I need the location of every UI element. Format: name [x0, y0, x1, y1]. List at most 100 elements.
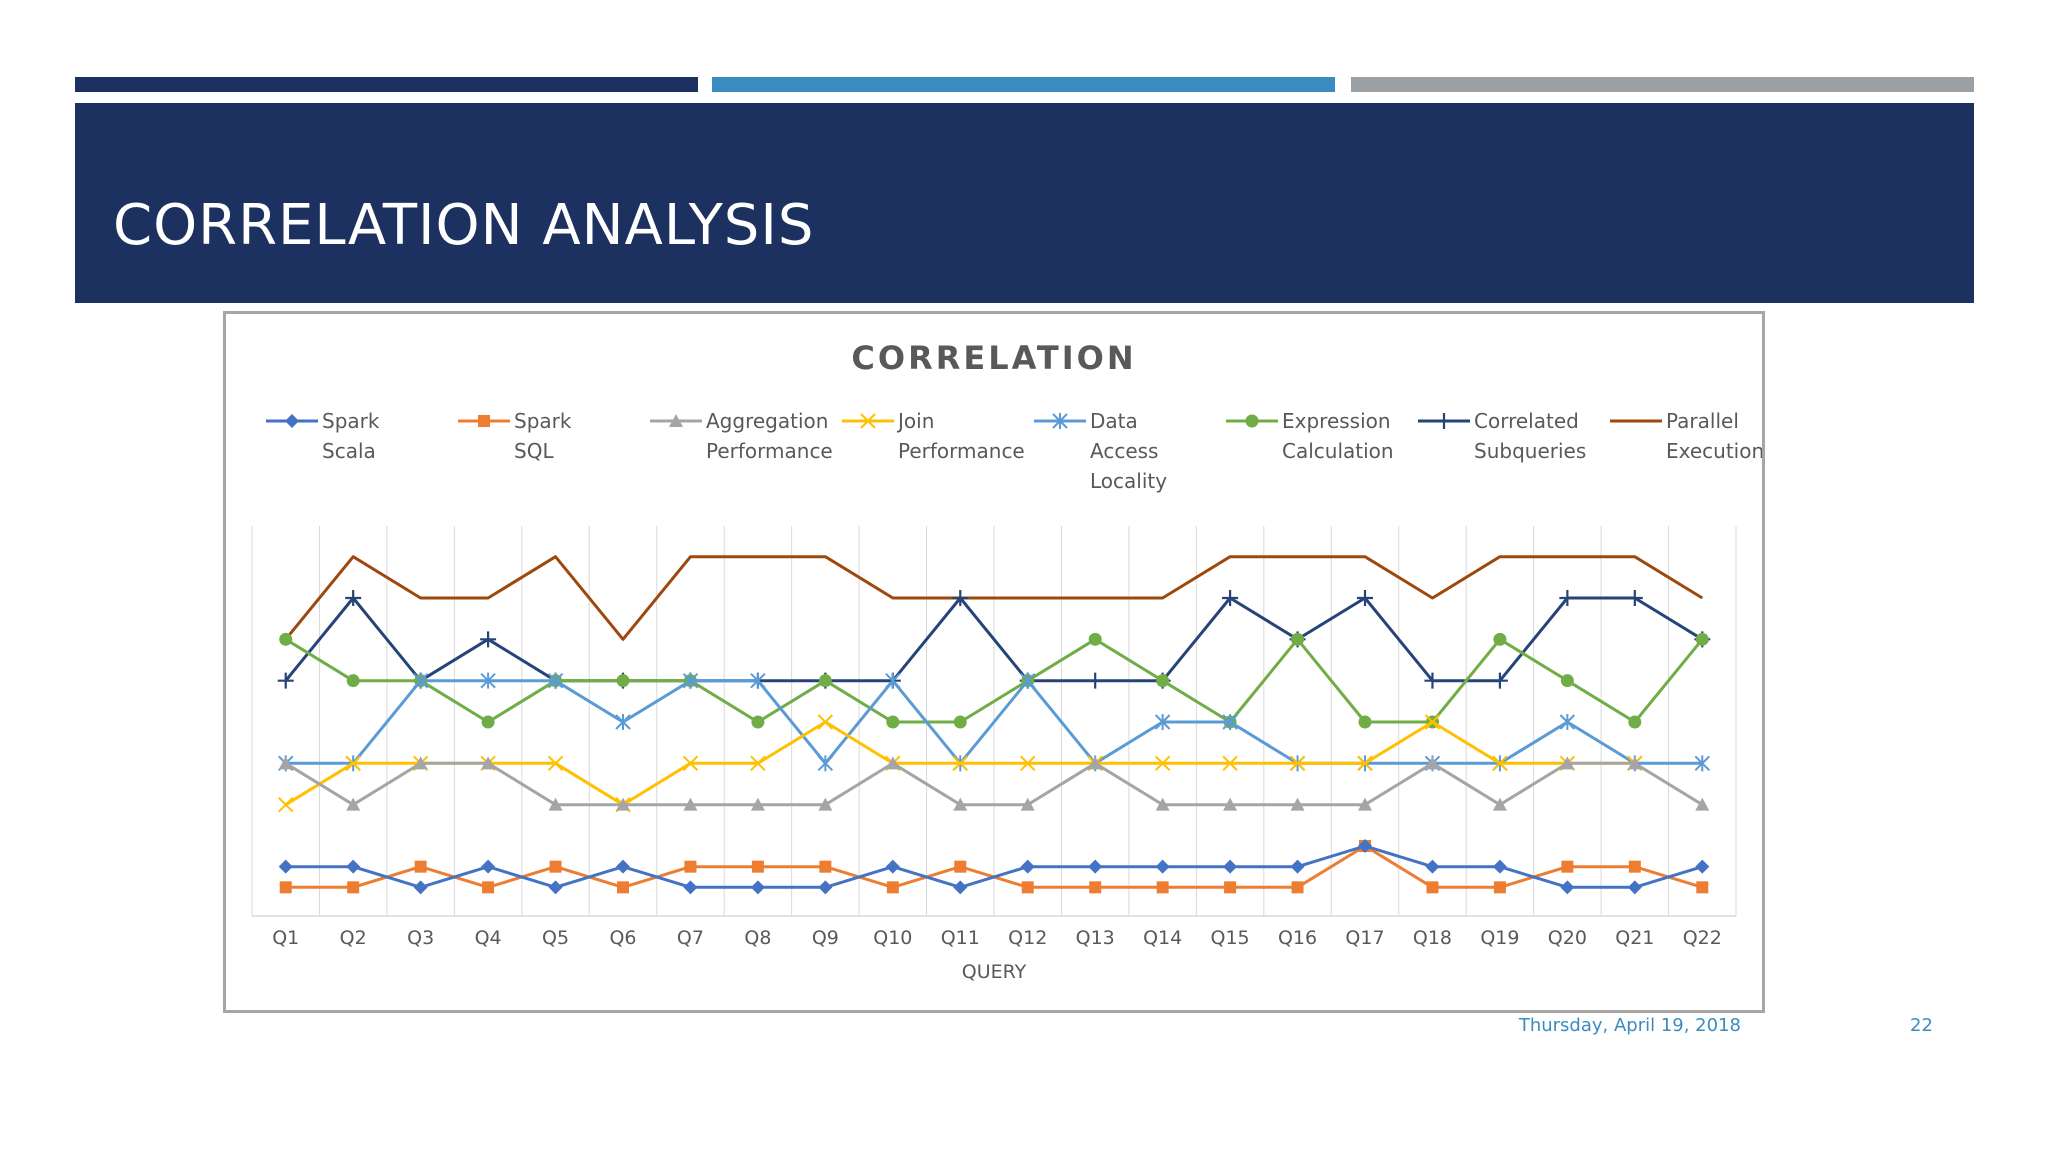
point-expression-calculation-q17 [1358, 715, 1372, 729]
point-expression-calculation-q6 [616, 674, 630, 688]
point-spark-scala-q15 [1223, 859, 1238, 874]
series-line-expression-calculation [284, 637, 1704, 724]
point-expression-calculation-q22 [1695, 632, 1709, 646]
point-spark-scala-q10 [885, 859, 900, 874]
x-tick-label: Q19 [1480, 927, 1519, 949]
legend-label: Spark [514, 409, 572, 433]
series-line-aggregation-performance [284, 761, 1704, 807]
legend-label: Execution [1666, 439, 1762, 463]
x-tick-label: Q6 [609, 927, 636, 949]
point-aggregation-performance-q8 [750, 797, 765, 811]
point-spark-scala-q18 [1425, 859, 1440, 874]
accent-bar-gray [1351, 77, 1974, 92]
point-spark-sql-q1 [279, 881, 292, 894]
x-tick-label: Q20 [1548, 927, 1587, 949]
point-expression-calculation-q16 [1291, 632, 1305, 646]
point-spark-sql-q15 [1224, 881, 1237, 894]
legend-marker-aggregation-performance [669, 414, 683, 427]
point-data-access-locality-q14 [1154, 714, 1171, 730]
series-line-data-access-locality [285, 679, 1703, 765]
point-correlated-subqueries-q21 [1626, 590, 1643, 606]
x-tick-label: Q8 [744, 927, 771, 949]
legend-label: Performance [706, 439, 833, 463]
point-spark-sql-q21 [1628, 860, 1641, 873]
slide-title: CORRELATION ANALYSIS [113, 193, 815, 258]
series-line-parallel-execution [284, 555, 1704, 641]
point-correlated-subqueries-q4 [480, 631, 497, 648]
point-expression-calculation-q10 [886, 715, 900, 729]
point-aggregation-performance-q3 [413, 756, 428, 770]
point-aggregation-performance-q7 [683, 797, 698, 811]
legend-marker-correlated-subqueries [1436, 413, 1452, 429]
point-correlated-subqueries-q13 [1087, 672, 1104, 689]
point-spark-scala-q6 [616, 859, 630, 874]
legend-label: Performance [898, 439, 1025, 463]
point-spark-sql-q12 [1021, 881, 1034, 894]
legend-label: Correlated [1474, 409, 1579, 433]
x-tick-label: Q14 [1143, 927, 1182, 949]
x-tick-label: Q5 [542, 927, 569, 949]
point-spark-sql-q7 [684, 860, 697, 873]
point-expression-calculation-q11 [953, 715, 967, 729]
legend-item-spark-sql: Spark SQL [458, 409, 572, 463]
point-expression-calculation-q13 [1088, 632, 1102, 646]
legend-marker-data-access-locality [1052, 413, 1068, 429]
point-data-access-locality-q4 [480, 672, 496, 689]
point-expression-calculation-q21 [1628, 715, 1642, 729]
point-spark-scala-q11 [953, 880, 968, 895]
legend-item-spark-scala: Spark Scala [266, 409, 380, 463]
point-spark-scala-q2 [346, 859, 361, 874]
point-spark-sql-q6 [617, 881, 629, 894]
point-data-access-locality-q5 [547, 672, 564, 689]
point-expression-calculation-q1 [279, 632, 293, 646]
point-spark-sql-q13 [1089, 881, 1102, 894]
point-aggregation-performance-q19 [1492, 797, 1507, 811]
x-tick-label: Q13 [1076, 927, 1115, 949]
point-data-access-locality-q3 [412, 672, 429, 689]
point-expression-calculation-q9 [818, 674, 832, 688]
title-banner: CORRELATION ANALYSIS [75, 103, 1974, 303]
legend-item-parallel-execution: Parallel Execution [1610, 409, 1762, 463]
point-spark-scala-q14 [1155, 859, 1170, 874]
legend-label: Join [896, 409, 934, 433]
point-correlated-subqueries-q2 [345, 590, 362, 606]
legend-label: Calculation [1282, 439, 1394, 463]
page-number: 22 [1910, 1015, 1933, 1036]
point-join-performance-q5 [547, 755, 564, 772]
point-join-performance-q19 [1492, 755, 1508, 772]
point-join-performance-q16 [1289, 755, 1306, 772]
point-spark-sql-q20 [1561, 860, 1574, 873]
legend-item-correlated-subqueries: Correlated Subqueries [1418, 409, 1586, 463]
point-correlated-subqueries-q17 [1357, 590, 1373, 606]
point-aggregation-performance-q17 [1358, 797, 1372, 811]
point-aggregation-performance-q2 [346, 797, 361, 811]
point-spark-sql-q8 [751, 860, 764, 873]
point-aggregation-performance-q4 [481, 756, 496, 770]
point-spark-scala-q20 [1560, 880, 1575, 895]
legend-marker-join-performance [860, 413, 876, 429]
point-spark-sql-q18 [1426, 881, 1439, 894]
legend-label: Locality [1090, 469, 1167, 493]
point-aggregation-performance-q12 [1020, 797, 1035, 811]
accent-bar-blue [712, 77, 1335, 92]
point-spark-sql-q22 [1696, 881, 1709, 894]
point-data-access-locality-q22 [1694, 755, 1710, 772]
point-join-performance-q17 [1357, 755, 1373, 772]
legend-label: Scala [322, 439, 376, 463]
point-correlated-subqueries-q1 [277, 672, 294, 689]
point-join-performance-q11 [952, 755, 968, 772]
x-tick-label: Q15 [1211, 927, 1250, 949]
point-data-access-locality-q20 [1559, 714, 1576, 730]
point-join-performance-q8 [750, 755, 766, 772]
chart-title: CORRELATION [851, 339, 1136, 377]
point-expression-calculation-q8 [751, 715, 765, 729]
x-tick-label: Q1 [272, 927, 299, 949]
point-spark-sql-q2 [347, 881, 360, 894]
point-spark-scala-q8 [750, 880, 765, 895]
point-aggregation-performance-q22 [1695, 797, 1710, 811]
point-correlated-subqueries-q11 [952, 590, 969, 606]
point-correlated-subqueries-q20 [1559, 590, 1576, 606]
accent-bar-dark [75, 77, 698, 92]
point-expression-calculation-q2 [346, 674, 360, 688]
point-spark-scala-q13 [1088, 859, 1103, 874]
